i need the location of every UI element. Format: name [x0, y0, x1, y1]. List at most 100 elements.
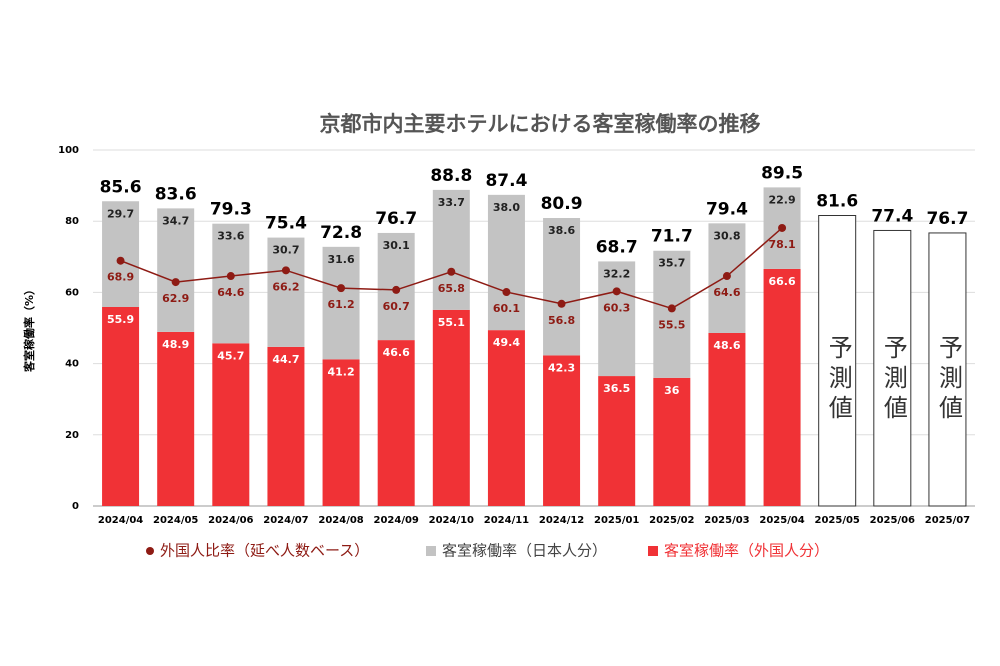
- legend-marker: [146, 547, 154, 555]
- forecast-label: 予測値: [934, 335, 962, 425]
- line-point: [447, 267, 456, 276]
- bar-label: 48.6: [713, 339, 740, 352]
- line-point: [667, 304, 676, 313]
- bar-label: 35.7: [658, 257, 685, 270]
- x-tick-label: 2025/05: [814, 515, 859, 526]
- bar-japanese: [102, 201, 140, 307]
- line-point: [557, 299, 566, 308]
- legend-label: 客室稼働率（日本人分）: [442, 542, 607, 560]
- bar-japanese: [487, 194, 525, 331]
- bar-label: 29.7: [107, 207, 134, 220]
- y-tick-label: 20: [65, 430, 79, 441]
- total-label: 79.4: [706, 199, 748, 219]
- bar-label: 45.7: [217, 349, 244, 362]
- line-point: [392, 285, 401, 294]
- bar-label: 55.1: [438, 316, 465, 329]
- bar-foreign: [267, 346, 305, 506]
- bar-label: 46.6: [383, 346, 410, 359]
- line-label: 65.8: [438, 282, 465, 295]
- y-tick-label: 60: [65, 287, 79, 298]
- total-label: 83.6: [155, 184, 197, 204]
- line-label: 64.6: [713, 286, 740, 299]
- x-tick-label: 2025/07: [925, 515, 970, 526]
- x-tick-label: 2024/06: [208, 515, 253, 526]
- forecast-bar: [928, 232, 967, 507]
- legend-label: 客室稼働率（外国人分）: [664, 542, 829, 560]
- forecast-bar: [818, 215, 857, 507]
- x-tick-label: 2025/03: [704, 515, 749, 526]
- legend-marker: [648, 546, 658, 556]
- x-tick-label: 2024/12: [539, 515, 584, 526]
- total-label: 77.4: [871, 206, 913, 226]
- x-tick-label: 2024/09: [373, 515, 418, 526]
- bar-label: 66.6: [768, 275, 795, 288]
- line-point: [612, 287, 621, 296]
- bar-label: 33.7: [438, 196, 465, 209]
- bar-foreign: [157, 331, 195, 506]
- total-label: 85.6: [100, 177, 142, 197]
- bar-japanese: [322, 246, 360, 360]
- x-tick-label: 2024/07: [263, 515, 308, 526]
- line-label: 60.1: [493, 302, 520, 315]
- line-point: [337, 284, 346, 293]
- bar-foreign: [432, 309, 470, 506]
- x-tick-label: 2024/10: [429, 515, 474, 526]
- total-label: 68.7: [596, 237, 638, 257]
- line-label: 56.8: [548, 314, 575, 327]
- x-tick-label: 2025/06: [870, 515, 915, 526]
- line-point: [281, 266, 290, 275]
- bar-label: 30.1: [383, 239, 410, 252]
- bar-japanese: [212, 223, 250, 344]
- total-label: 87.4: [485, 171, 527, 191]
- bar-label: 48.9: [162, 338, 189, 351]
- x-tick-label: 2024/05: [153, 515, 198, 526]
- total-label: 72.8: [320, 223, 362, 243]
- forecast-bar: [873, 229, 912, 507]
- y-tick-label: 40: [65, 359, 79, 370]
- bar-japanese: [157, 208, 195, 332]
- line-point: [171, 278, 180, 287]
- line-label: 64.6: [217, 286, 244, 299]
- total-label: 80.9: [541, 194, 583, 214]
- total-label: 76.7: [926, 209, 968, 229]
- bar-foreign: [543, 355, 581, 506]
- bar-foreign: [102, 306, 140, 506]
- line-point: [226, 272, 235, 281]
- bar-label: 36.5: [603, 382, 630, 395]
- bar-label: 36: [664, 384, 680, 397]
- line-label: 68.9: [107, 271, 134, 284]
- x-tick-label: 2025/04: [759, 515, 804, 526]
- bar-foreign: [763, 268, 801, 506]
- bar-foreign: [487, 330, 525, 506]
- bar-label: 30.8: [713, 229, 740, 242]
- legend-label: 外国人比率（延べ人数ベース）: [160, 542, 369, 560]
- line-label: 62.9: [162, 292, 189, 305]
- bar-foreign: [598, 376, 636, 506]
- line-label: 60.3: [603, 301, 630, 314]
- total-label: 81.6: [816, 192, 858, 212]
- y-axis-label: 客室稼働率（%）: [22, 284, 36, 373]
- x-tick-label: 2024/08: [318, 515, 363, 526]
- bar-foreign: [708, 332, 746, 506]
- total-label: 71.7: [651, 227, 693, 247]
- bar-label: 55.9: [107, 313, 134, 326]
- bar-label: 38.6: [548, 224, 575, 237]
- line-point: [116, 256, 125, 265]
- forecast-label: 予測値: [879, 335, 907, 425]
- total-label: 88.8: [430, 166, 472, 186]
- bar-label: 42.3: [548, 361, 575, 374]
- bar-foreign: [377, 340, 415, 506]
- bar-foreign: [212, 343, 250, 506]
- bar-label: 31.6: [327, 253, 354, 266]
- bar-foreign: [653, 377, 691, 506]
- line-point: [778, 223, 787, 232]
- total-label: 79.3: [210, 200, 252, 220]
- bar-label: 34.7: [162, 214, 189, 227]
- total-label: 76.7: [375, 209, 417, 229]
- line-label: 61.2: [327, 298, 354, 311]
- bar-label: 41.2: [327, 365, 354, 378]
- line-label: 55.5: [658, 318, 685, 331]
- forecast-label: 予測値: [824, 335, 852, 425]
- bar-label: 32.2: [603, 267, 630, 280]
